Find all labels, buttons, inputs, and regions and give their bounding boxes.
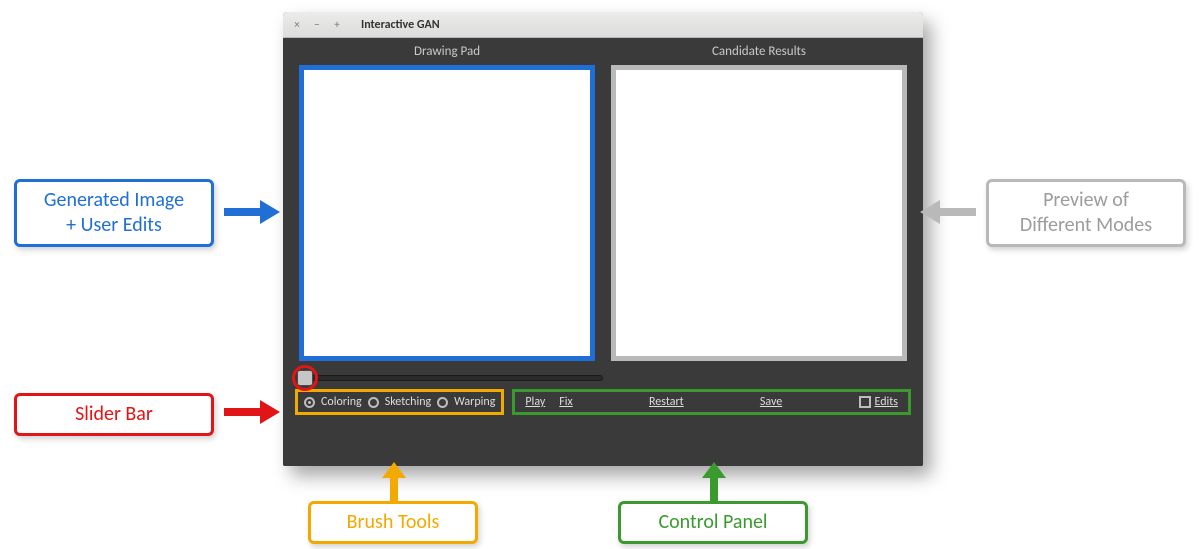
candidate-results-label: Candidate Results [611,44,907,59]
panel-headers: Drawing Pad Candidate Results [283,38,923,61]
canvas-panels [283,61,923,367]
maximize-icon[interactable]: + [331,19,343,31]
app-window: × − + Interactive GAN Drawing Pad Candid… [283,12,923,466]
fix-button[interactable]: Fix [559,395,572,409]
callout-slider-bar: Slider Bar [14,393,214,436]
arrow-up-green [700,462,728,502]
callout-preview-modes: Preview of Different Modes [986,179,1186,247]
callout-generated-line1: Generated Image [31,188,197,213]
arrow-left-gray [920,198,976,226]
callout-generated-image: Generated Image + User Edits [14,179,214,247]
radio-sketching-label: Sketching [385,395,431,409]
callout-control-text: Control Panel [658,510,767,534]
bottom-toolbar: Coloring Sketching Warping Play Fix Rest… [283,389,923,425]
edits-label: Edits [875,395,898,409]
slider-handle[interactable] [297,370,313,386]
play-button[interactable]: Play [525,395,545,409]
arrow-right-red [224,398,280,426]
radio-coloring[interactable] [304,397,315,408]
slider-track[interactable] [305,375,603,381]
window-title: Interactive GAN [361,18,440,32]
control-panel-group: Play Fix Restart Save Edits [512,389,911,415]
radio-coloring-label: Coloring [321,395,362,409]
callout-brush-text: Brush Tools [347,510,440,534]
arrow-up-yellow [380,462,408,502]
window-titlebar[interactable]: × − + Interactive GAN [283,12,923,38]
slider-row [283,367,923,389]
brush-tools-group: Coloring Sketching Warping [295,389,504,415]
callout-slider-text: Slider Bar [75,402,153,426]
radio-warping-label: Warping [454,395,495,409]
callout-control-panel: Control Panel [618,501,808,544]
callout-generated-line2: + User Edits [31,213,197,238]
close-icon[interactable]: × [291,19,303,31]
callout-brush-tools: Brush Tools [308,501,478,544]
callout-preview-line2: Different Modes [1003,213,1169,238]
app-body: Drawing Pad Candidate Results Coloring S… [283,38,923,466]
edits-toggle[interactable]: Edits [859,395,898,409]
radio-warping[interactable] [437,397,448,408]
radio-sketching[interactable] [368,397,379,408]
edits-checkbox[interactable] [859,396,871,408]
candidate-results-canvas[interactable] [611,65,907,361]
callout-preview-line1: Preview of [1003,188,1169,213]
save-button[interactable]: Save [760,395,782,409]
restart-button[interactable]: Restart [649,395,684,409]
drawing-pad-canvas[interactable] [299,65,595,361]
minimize-icon[interactable]: − [311,19,323,31]
arrow-right-blue [224,198,280,226]
drawing-pad-label: Drawing Pad [299,44,595,59]
